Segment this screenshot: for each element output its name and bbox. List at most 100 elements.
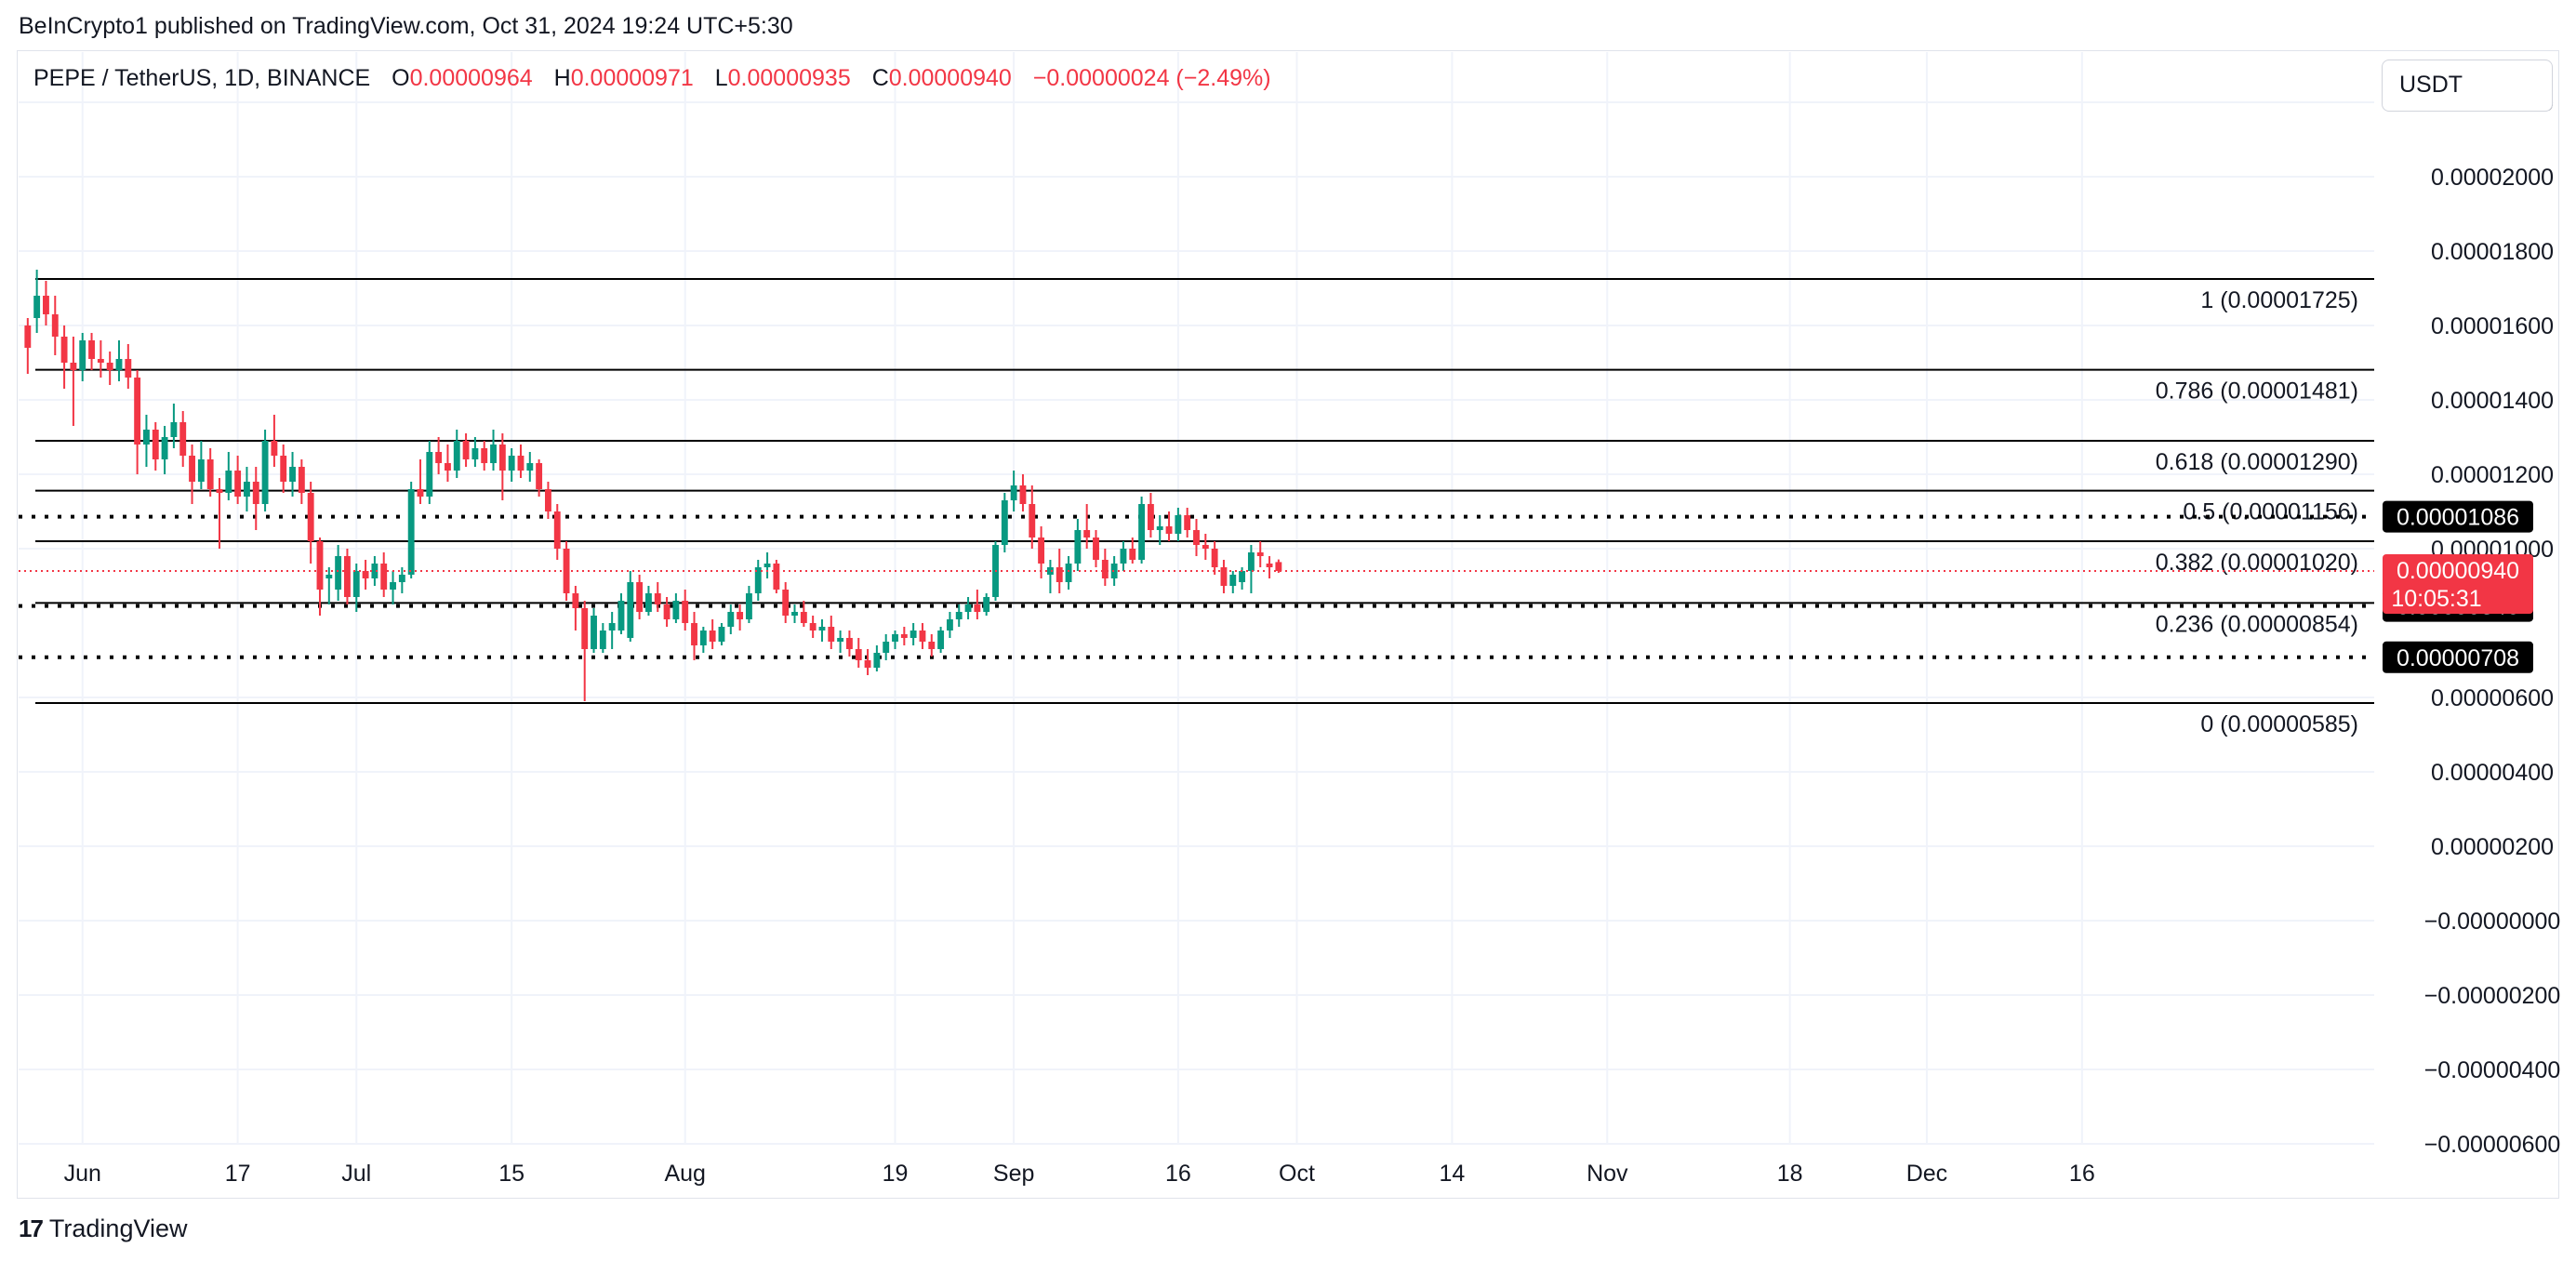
candle-body (60, 337, 68, 363)
candle-body (362, 571, 369, 578)
candle-body (928, 642, 936, 649)
candle-body (883, 642, 890, 653)
candle-body (453, 441, 460, 471)
candle-body (1046, 567, 1054, 575)
candle-body (737, 612, 744, 619)
candle-body (352, 571, 360, 597)
candle-body (644, 593, 652, 612)
candle-body (197, 459, 205, 482)
candle-body (115, 359, 123, 370)
candle-body (672, 601, 680, 619)
candle-body (1165, 526, 1173, 534)
candle-body (1247, 552, 1255, 571)
candle-body (654, 593, 661, 604)
fib-level-label: 1 (0.00001725) (2200, 287, 2358, 313)
candle-body (581, 608, 589, 649)
x-tick-label: 16 (2069, 1161, 2095, 1187)
candle-body (526, 463, 534, 471)
candle-body (189, 456, 195, 482)
currency-button[interactable]: USDT (2382, 60, 2553, 112)
candle-body (1074, 530, 1082, 564)
x-tick-label: 19 (883, 1161, 909, 1187)
x-tick-label: 14 (1439, 1161, 1465, 1187)
candle-body (1184, 515, 1191, 530)
candle-body (1239, 571, 1246, 582)
x-tick-label: Aug (664, 1161, 705, 1187)
candle-body (1229, 575, 1237, 586)
candle-body (407, 489, 415, 575)
candle-body (1275, 562, 1282, 571)
candle-body (1193, 530, 1200, 545)
candle-body (335, 556, 342, 590)
y-tick-label: −0.00000400 (2424, 1057, 2561, 1083)
open-value: 0.00000964 (409, 65, 533, 91)
candle-body (97, 359, 104, 363)
candle-body (316, 541, 324, 590)
ohlc-legend: PEPE / TetherUS, 1D, BINANCE O0.00000964… (33, 65, 1271, 92)
candle-body (307, 493, 314, 541)
candle-body (33, 296, 41, 318)
candle-body (398, 575, 405, 582)
candle-body (79, 340, 86, 370)
candle-body (1175, 515, 1182, 534)
y-tick-label: 0.00000600 (2431, 685, 2554, 711)
candle-body (974, 604, 981, 612)
level-price-tag (2383, 500, 2533, 533)
candle-body (43, 296, 49, 314)
candle-body (599, 630, 606, 649)
x-tick-label: 18 (1777, 1161, 1803, 1187)
candle-body (1101, 560, 1109, 578)
candle-body (1138, 504, 1146, 560)
x-tick-label: Dec (1906, 1161, 1947, 1187)
tradingview-logo[interactable]: 17 TradingView (19, 1215, 188, 1243)
candle-body (873, 653, 881, 668)
candle-body (800, 612, 807, 623)
fib-level-label: 0.236 (0.00000854) (2156, 611, 2358, 637)
candle-body (536, 463, 543, 489)
x-tick-label: 17 (225, 1161, 251, 1187)
candle-body (426, 452, 433, 497)
candle-body (1202, 545, 1209, 549)
candle-body (1029, 504, 1036, 538)
candle-body (937, 630, 945, 649)
candle-body (179, 422, 187, 456)
candle-body (864, 660, 871, 668)
candle-body (206, 459, 214, 489)
candle-body (699, 630, 707, 645)
candle-body (417, 489, 424, 497)
candle-body (809, 623, 817, 630)
fib-level-label: 0.786 (0.00001481) (2156, 378, 2358, 405)
candle-body (1065, 564, 1072, 582)
change-value: −0.00000024 (−2.49%) (1032, 65, 1271, 91)
candle-body (544, 489, 551, 511)
last-price-tag-text: 0.00000940 (2397, 558, 2519, 584)
candle-body (1083, 530, 1091, 538)
symbol-label[interactable]: PEPE / TetherUS, 1D, BINANCE (33, 65, 371, 91)
chart-frame (17, 50, 2559, 1199)
candle-body (791, 612, 798, 616)
candle-body (106, 363, 113, 370)
candle-body (828, 627, 835, 642)
x-tick-label: Jul (341, 1161, 371, 1187)
candle-body (517, 456, 524, 471)
y-tick-label: 0.00001200 (2431, 462, 2554, 488)
x-tick-label: 15 (498, 1161, 524, 1187)
candle-body (691, 623, 697, 645)
candle-body (745, 593, 752, 619)
candle-body (919, 630, 926, 642)
candle-body (608, 623, 616, 630)
candle-body (170, 422, 178, 437)
candle-body (1211, 549, 1218, 567)
candle-body (125, 359, 132, 378)
candle-body (445, 463, 451, 471)
x-tick-label: 16 (1165, 1161, 1191, 1187)
candle-body (627, 582, 634, 638)
candle-body (964, 604, 972, 612)
candle-body (892, 634, 898, 642)
candle-body (636, 582, 644, 612)
candle-body (718, 627, 725, 642)
candle-body (344, 556, 351, 597)
candle-body (498, 445, 506, 471)
x-tick-label: Oct (1279, 1161, 1315, 1187)
